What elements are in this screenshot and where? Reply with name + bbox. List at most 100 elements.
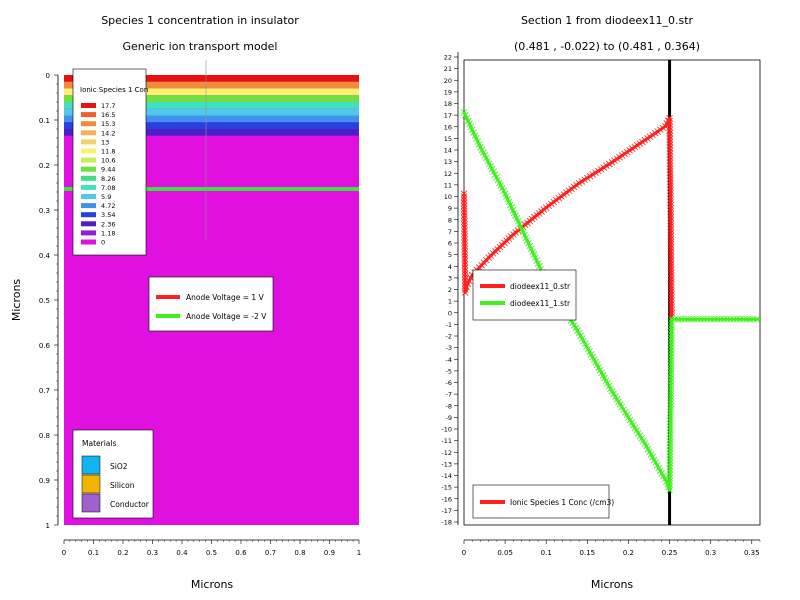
series-0-marker bbox=[666, 172, 674, 179]
y-tick-label: 17 bbox=[444, 112, 452, 120]
voltage-legend-item: Anode Voltage = -2 V bbox=[156, 312, 267, 321]
contour-level-label: 3.54 bbox=[101, 211, 115, 219]
series-0-marker bbox=[461, 252, 469, 259]
y-tick-label: -3 bbox=[446, 344, 452, 352]
series-1-marker bbox=[697, 315, 705, 323]
series-1-marker bbox=[667, 402, 674, 410]
y-tick-label: -16 bbox=[441, 495, 452, 503]
series-0-marker bbox=[666, 165, 674, 173]
series-1-marker bbox=[667, 375, 675, 382]
left-x-axis-label: Microns bbox=[191, 578, 234, 591]
series-0-marker bbox=[667, 202, 674, 209]
y-tick-label: -10 bbox=[441, 426, 452, 434]
contour-level-swatch bbox=[81, 130, 96, 136]
series-0-marker bbox=[667, 211, 674, 218]
y-tick-label: 6 bbox=[448, 240, 452, 248]
series-0-marker bbox=[668, 303, 675, 311]
contour-level-label: 13 bbox=[101, 138, 109, 146]
sio2-swatch bbox=[81, 455, 101, 475]
series-1-marker bbox=[667, 405, 674, 413]
left-chart-title: Species 1 concentration in insulator bbox=[101, 14, 299, 27]
contour-level-swatch bbox=[81, 139, 96, 145]
series-1-marker bbox=[667, 384, 675, 392]
series-0-marker bbox=[461, 270, 469, 278]
series-0-marker bbox=[460, 202, 468, 210]
contour-level-swatch bbox=[81, 239, 96, 245]
series-0-marker bbox=[668, 291, 675, 298]
series-0-marker bbox=[667, 190, 674, 197]
series-1-marker bbox=[667, 362, 675, 370]
voltage-legend-item: Anode Voltage = 1 V bbox=[156, 293, 265, 302]
materials-item: Silicon bbox=[81, 474, 135, 494]
series-1-marker bbox=[666, 453, 674, 461]
contour-level-swatch bbox=[81, 194, 96, 199]
y-tick-label: 4 bbox=[448, 263, 452, 271]
series-1-marker bbox=[667, 359, 675, 367]
y-tick-label: 2 bbox=[448, 286, 452, 294]
file-legend-item: diodeex11_0.str bbox=[480, 282, 571, 291]
series-1-marker bbox=[666, 471, 674, 479]
x-tick-label: 0.9 bbox=[324, 549, 335, 557]
series-1-marker bbox=[746, 315, 754, 323]
series-1-marker bbox=[667, 347, 675, 354]
series-1-marker bbox=[667, 411, 674, 419]
contour-legend: Ionic Species 1 Con 17.716.515.314.213 11… bbox=[72, 68, 148, 256]
y-tick-label: 0.4 bbox=[39, 252, 51, 260]
contour-legend-items: 17.716.515.314.213 11.810.69.448.267.085.… bbox=[81, 102, 115, 247]
silicon-label: Silicon bbox=[110, 481, 135, 490]
series-1-marker bbox=[668, 325, 675, 332]
y-tick-label: -14 bbox=[441, 472, 452, 480]
series-0-marker bbox=[461, 289, 469, 296]
file-legend-item: diodeex11_1.str bbox=[480, 299, 571, 308]
y-tick-label: -12 bbox=[441, 449, 452, 457]
series-1-marker bbox=[668, 315, 675, 323]
series-0-marker bbox=[666, 153, 674, 161]
series-0-marker bbox=[667, 232, 675, 240]
y-tick-label: -17 bbox=[441, 507, 452, 515]
series-0-marker bbox=[666, 138, 674, 146]
left-y-axis: 0 0.1 0.2 0.3 0.4 0.5 0.6 0.7 0.8 0.9 1 bbox=[39, 72, 59, 530]
series-0-marker bbox=[668, 297, 675, 304]
series-1-marker bbox=[667, 420, 674, 428]
y-tick-label: 0.2 bbox=[39, 162, 50, 170]
series-0-marker bbox=[667, 208, 674, 215]
series-layer bbox=[460, 109, 760, 494]
series-1-marker bbox=[667, 399, 674, 407]
y-tick-label: 20 bbox=[444, 77, 452, 85]
series-1-marker bbox=[668, 331, 675, 339]
series-0-marker bbox=[461, 236, 468, 244]
series-0-marker bbox=[667, 196, 674, 203]
series-1-marker bbox=[667, 368, 675, 376]
series-0-marker bbox=[668, 281, 675, 289]
series-0-marker bbox=[461, 230, 468, 238]
y-tick-label: 22 bbox=[444, 54, 452, 62]
series-1-marker bbox=[687, 315, 695, 323]
series-1-marker bbox=[666, 468, 674, 476]
series-1-marker bbox=[704, 315, 711, 323]
series-0-marker bbox=[667, 272, 675, 280]
contour-level-label: 8.26 bbox=[101, 175, 115, 183]
series-0-marker bbox=[667, 181, 674, 188]
series-1-marker bbox=[667, 423, 674, 431]
y-tick-label: -7 bbox=[446, 391, 452, 399]
contour-level-swatch bbox=[81, 175, 96, 181]
series-0-marker bbox=[667, 223, 675, 230]
contour-level-label: 2.36 bbox=[101, 220, 115, 228]
series-0-marker bbox=[667, 229, 675, 237]
y-tick-label: 10 bbox=[444, 193, 452, 201]
y-tick-label: 18 bbox=[444, 100, 452, 108]
series-1-marker bbox=[668, 322, 675, 329]
series-1-marker bbox=[753, 315, 760, 323]
contour-level-swatch bbox=[81, 112, 96, 118]
concentration-band bbox=[64, 108, 359, 116]
y-tick-label: 1 bbox=[448, 298, 452, 306]
series-0-marker bbox=[667, 226, 675, 233]
contour-level-swatch bbox=[81, 148, 96, 154]
series-1-marker bbox=[671, 315, 679, 323]
y-tick-label: -2 bbox=[446, 333, 452, 341]
left-x-axis: 0 0.1 0.2 0.3 0.4 0.5 0.6 0.7 0.8 0.9 1 bbox=[62, 539, 361, 557]
y-tick-label: 0.8 bbox=[39, 432, 50, 440]
series-0-marker bbox=[667, 214, 675, 221]
series-0-marker bbox=[461, 245, 468, 253]
series-1-marker bbox=[667, 429, 674, 437]
